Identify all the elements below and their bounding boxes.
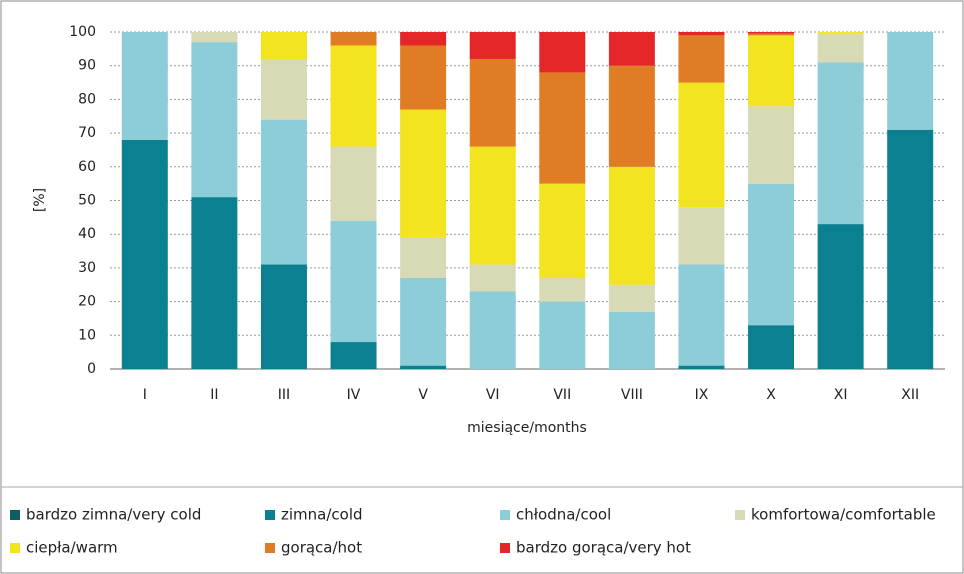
bar-segment bbox=[608, 311, 655, 369]
bar-segment bbox=[678, 82, 725, 208]
y-tick-label: 100 bbox=[69, 24, 96, 40]
bar-segment bbox=[400, 278, 447, 366]
bar-segment bbox=[330, 342, 377, 369]
bar-segment bbox=[469, 291, 516, 369]
x-tick-label: V bbox=[418, 387, 428, 403]
bar-segment bbox=[400, 45, 447, 110]
bar-segment bbox=[817, 224, 864, 369]
legend-swatch bbox=[500, 510, 510, 520]
bar-segment bbox=[678, 35, 725, 83]
bar-segment bbox=[887, 32, 934, 130]
y-tick-label: 30 bbox=[78, 260, 96, 276]
bar-segment bbox=[469, 146, 516, 265]
x-tick-label: X bbox=[766, 387, 776, 403]
bar-segment bbox=[400, 32, 447, 46]
y-tick-label: 90 bbox=[78, 58, 96, 74]
bar-segment bbox=[539, 278, 586, 302]
bar-segment bbox=[608, 32, 655, 66]
legend-label: komfortowa/comfortable bbox=[751, 506, 936, 524]
bar-segment bbox=[330, 146, 377, 221]
y-axis-label: [%] bbox=[32, 188, 48, 212]
legend-label: gorąca/hot bbox=[281, 539, 362, 557]
y-tick-label: 70 bbox=[78, 125, 96, 141]
legend-label: ciepła/warm bbox=[26, 539, 118, 557]
bar-segment bbox=[678, 32, 725, 36]
bar-segment bbox=[678, 207, 725, 265]
bar-segment bbox=[817, 62, 864, 225]
x-tick-label: IV bbox=[347, 387, 361, 403]
bar-segment bbox=[748, 35, 795, 107]
bar-segment bbox=[260, 32, 307, 59]
x-axis-label: miesiące/months bbox=[467, 420, 587, 436]
legend-swatch bbox=[500, 543, 510, 553]
x-tick-label: VII bbox=[553, 387, 571, 403]
bar-segment bbox=[539, 301, 586, 369]
bar-segment bbox=[191, 197, 238, 369]
bar-segment bbox=[469, 32, 516, 59]
bar-segment bbox=[260, 58, 307, 120]
bar-segment bbox=[191, 42, 238, 198]
x-tick-label: VIII bbox=[621, 387, 643, 403]
x-tick-label: II bbox=[210, 387, 218, 403]
bar-segment bbox=[330, 32, 377, 46]
y-tick-label: 40 bbox=[78, 226, 96, 242]
bar-segment bbox=[191, 32, 238, 43]
x-tick-label: III bbox=[278, 387, 290, 403]
x-tick-label: IX bbox=[695, 387, 709, 403]
y-tick-label: 60 bbox=[78, 159, 96, 175]
bar-segment bbox=[121, 139, 168, 369]
bar-segment bbox=[330, 45, 377, 147]
bar-segment bbox=[608, 166, 655, 285]
bar-segment bbox=[748, 32, 795, 34]
bar-segment bbox=[748, 325, 795, 369]
x-tick-label: XII bbox=[901, 387, 919, 403]
bar-segment bbox=[817, 32, 864, 34]
y-tick-label: 20 bbox=[78, 294, 96, 310]
legend-label: bardzo zimna/very cold bbox=[26, 506, 201, 524]
x-tick-label: I bbox=[143, 387, 147, 403]
legend-swatch bbox=[10, 510, 20, 520]
bar-segment bbox=[121, 32, 168, 140]
bar-segment bbox=[748, 183, 795, 326]
x-tick-label: XI bbox=[834, 387, 848, 403]
legend-swatch bbox=[265, 510, 275, 520]
bar-segment bbox=[400, 237, 447, 279]
legend-label: zimna/cold bbox=[281, 506, 363, 524]
bar-segment bbox=[400, 109, 447, 238]
legend-swatch bbox=[735, 510, 745, 520]
legend-label: chłodna/cool bbox=[516, 506, 611, 524]
bar-segment bbox=[678, 365, 725, 369]
y-tick-label: 50 bbox=[78, 193, 96, 209]
bar-segment bbox=[539, 183, 586, 279]
bar-segment bbox=[817, 33, 864, 63]
bar-segment bbox=[608, 284, 655, 312]
legend-swatch bbox=[10, 543, 20, 553]
bar-segment bbox=[608, 65, 655, 167]
bar-segment bbox=[469, 264, 516, 292]
bar-segment bbox=[260, 119, 307, 265]
y-tick-label: 80 bbox=[78, 91, 96, 107]
bar-segment bbox=[678, 264, 725, 366]
bar-segment bbox=[748, 33, 795, 36]
bar-segment bbox=[400, 365, 447, 369]
bar-segment bbox=[748, 106, 795, 184]
bar-segment bbox=[539, 72, 586, 184]
bar-segment bbox=[469, 58, 516, 147]
bar-segment bbox=[330, 220, 377, 343]
legend-label: bardzo gorąca/very hot bbox=[516, 539, 691, 557]
bar-segment bbox=[260, 264, 307, 369]
legend-swatch bbox=[265, 543, 275, 553]
bar-segment bbox=[887, 129, 934, 369]
x-tick-label: VI bbox=[486, 387, 500, 403]
y-tick-label: 0 bbox=[87, 361, 96, 377]
bar-segment bbox=[539, 32, 586, 73]
y-tick-label: 10 bbox=[78, 327, 96, 343]
